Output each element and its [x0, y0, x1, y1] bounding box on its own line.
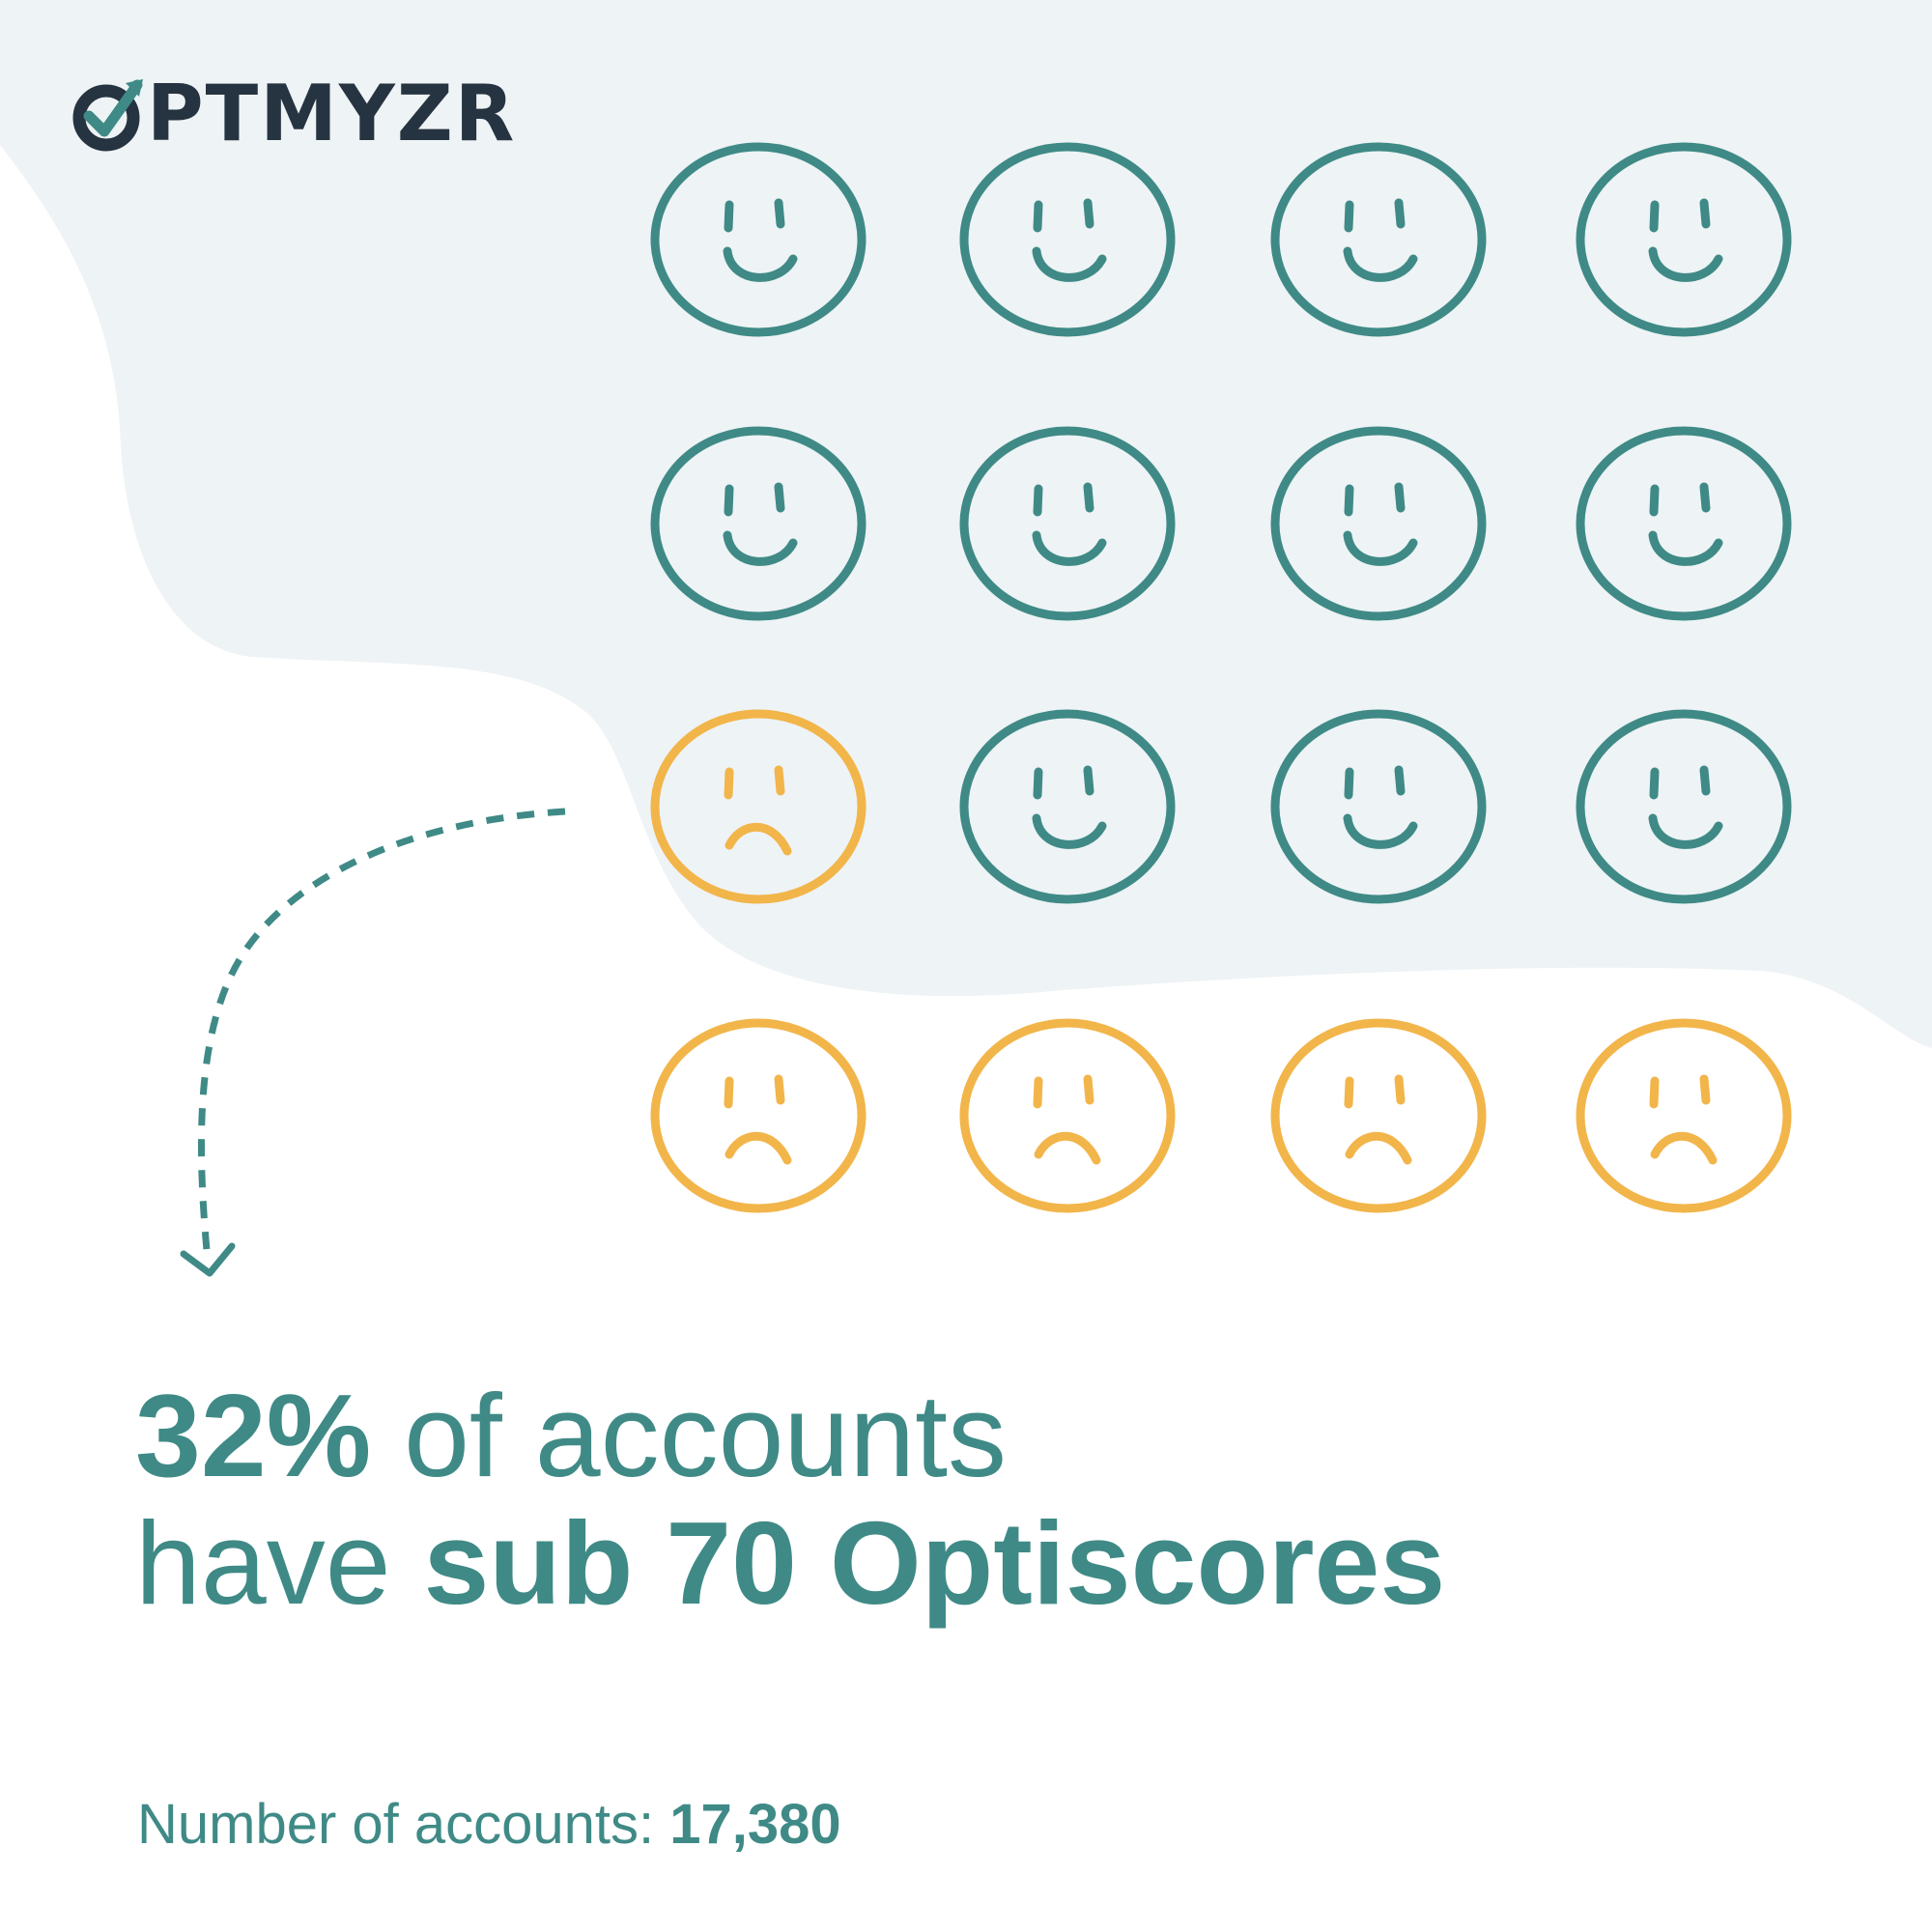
sad-face-icon	[1270, 1018, 1487, 1213]
happy-face-icon	[1576, 709, 1792, 904]
headline: 32% of accounts have sub 70 Optiscores	[135, 1372, 1874, 1627]
sad-face-icon	[959, 1018, 1176, 1213]
headline-percent: 32%	[135, 1370, 372, 1501]
sad-face-icon	[650, 1018, 867, 1213]
sad-face-icon	[650, 709, 867, 904]
happy-face-icon	[1576, 426, 1792, 621]
happy-face-icon	[959, 142, 1176, 337]
happy-face-icon	[959, 709, 1176, 904]
accounts-count-value: 17,380	[669, 1793, 841, 1856]
logo-check-icon	[72, 79, 143, 152]
happy-face-icon	[1270, 426, 1487, 621]
happy-face-icon	[959, 426, 1176, 621]
headline-text-2: have	[135, 1497, 424, 1629]
brand-logo: PTMYZR	[70, 75, 514, 153]
accounts-count: Number of accounts: 17,380	[137, 1791, 841, 1859]
accounts-count-label: Number of accounts:	[137, 1793, 670, 1856]
happy-face-icon	[1270, 709, 1487, 904]
happy-face-icon	[1270, 142, 1487, 337]
headline-text-1: of accounts	[371, 1370, 1008, 1501]
sad-face-icon	[1576, 1018, 1792, 1213]
headline-line-1: 32% of accounts	[135, 1372, 1874, 1499]
headline-line-2: have sub 70 Optiscores	[135, 1499, 1874, 1627]
happy-face-icon	[650, 426, 867, 621]
brand-name: PTMYZR	[147, 69, 517, 158]
headline-emphasis: sub 70 Optiscores	[423, 1497, 1446, 1629]
happy-face-icon	[1576, 142, 1792, 337]
happy-face-icon	[650, 142, 867, 337]
